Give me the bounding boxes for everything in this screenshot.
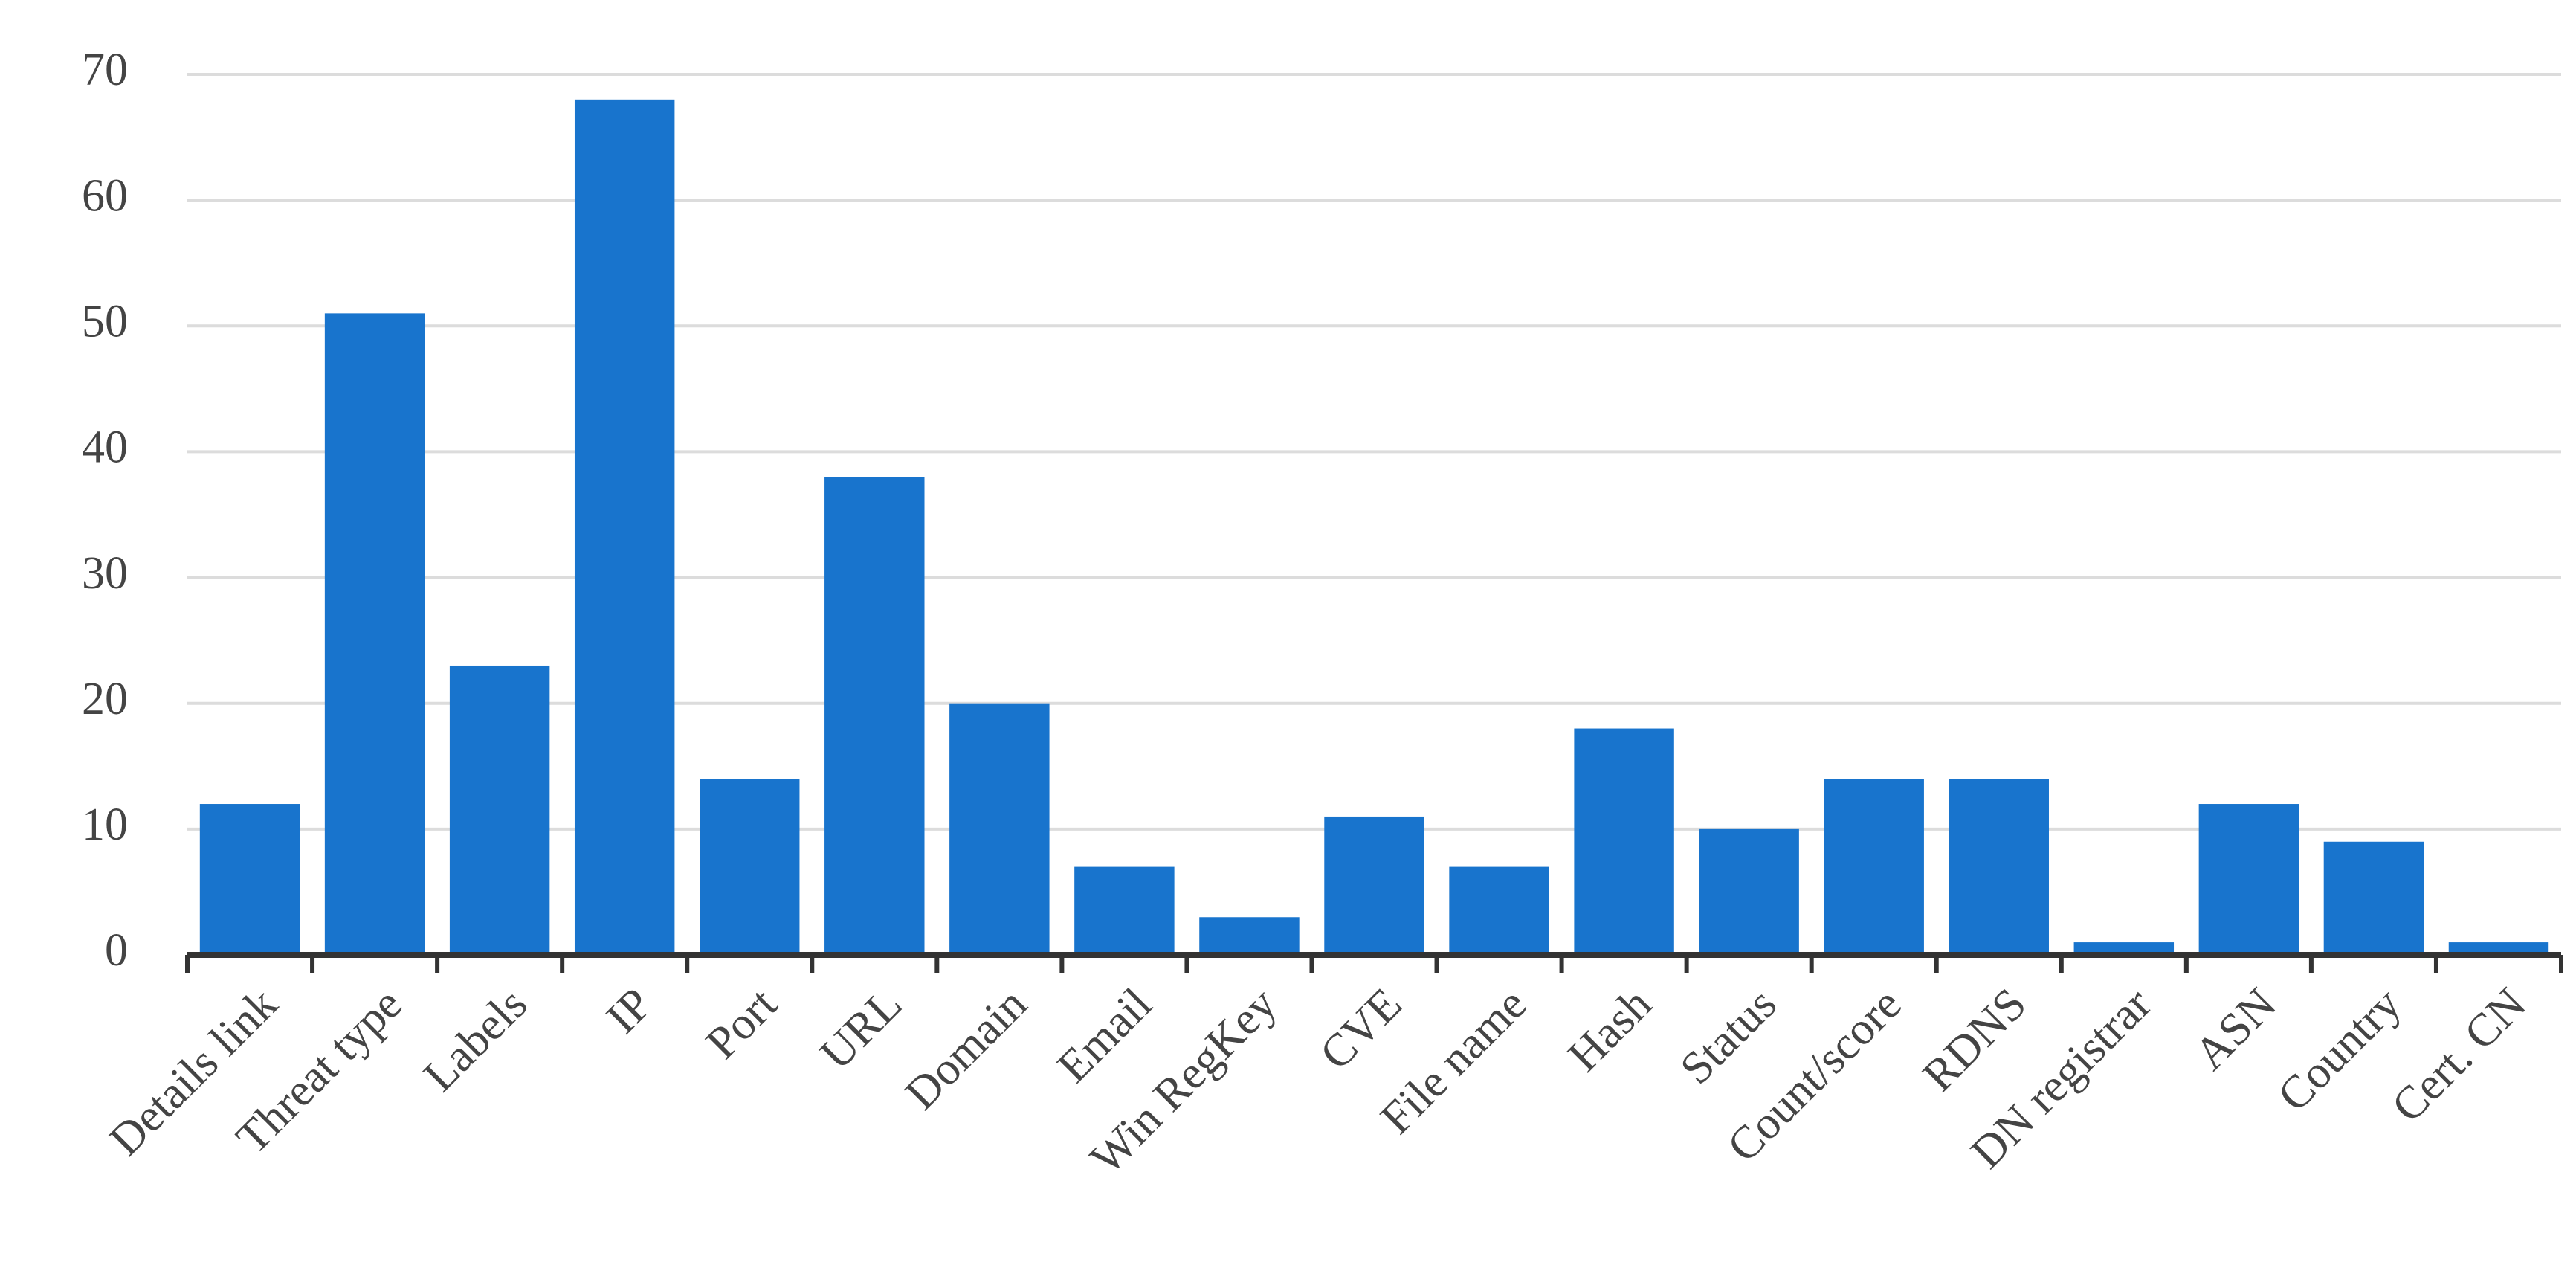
x-tick-label: Cert. CN [2382,979,2535,1132]
bar [449,665,550,955]
bar [199,804,300,955]
bar [2073,942,2175,955]
x-tick-label: Email [1048,979,1162,1092]
bar [949,703,1050,955]
bar [324,313,425,955]
x-tick-label: Status [1670,979,1786,1094]
x-tick-label: Port [697,979,787,1069]
y-tick-label: 30 [82,548,128,599]
x-tick-label: RDNS [1914,979,2036,1101]
y-tick-label: 50 [82,297,128,347]
y-tick-label: 40 [82,422,128,473]
y-tick-label: 10 [82,799,128,850]
bar [2448,942,2549,955]
bar [1824,779,1924,955]
bar [824,477,925,955]
y-tick-label: 20 [82,674,128,724]
y-tick-label: 60 [82,170,128,221]
bar [1949,779,2049,955]
bar [2323,841,2424,955]
y-tick-label: 0 [105,925,128,976]
bar [1074,866,1175,955]
y-tick-label: 70 [82,45,128,95]
x-tick-label: URL [810,979,911,1080]
bar [1574,728,1674,955]
bar [1324,816,1424,955]
x-tick-label: ASN [2185,979,2286,1080]
bar [1449,866,1549,955]
x-tick-label: Labels [414,979,537,1101]
x-tick-label: CVE [1311,979,1412,1080]
x-tick-label: Hash [1558,979,1661,1081]
bar [1699,828,1799,955]
bar [2198,804,2299,955]
bar [700,779,800,955]
bar [1199,917,1300,955]
bar [574,99,675,955]
x-tick-label: IP [597,979,662,1043]
x-tick-label: Domain [896,979,1036,1119]
